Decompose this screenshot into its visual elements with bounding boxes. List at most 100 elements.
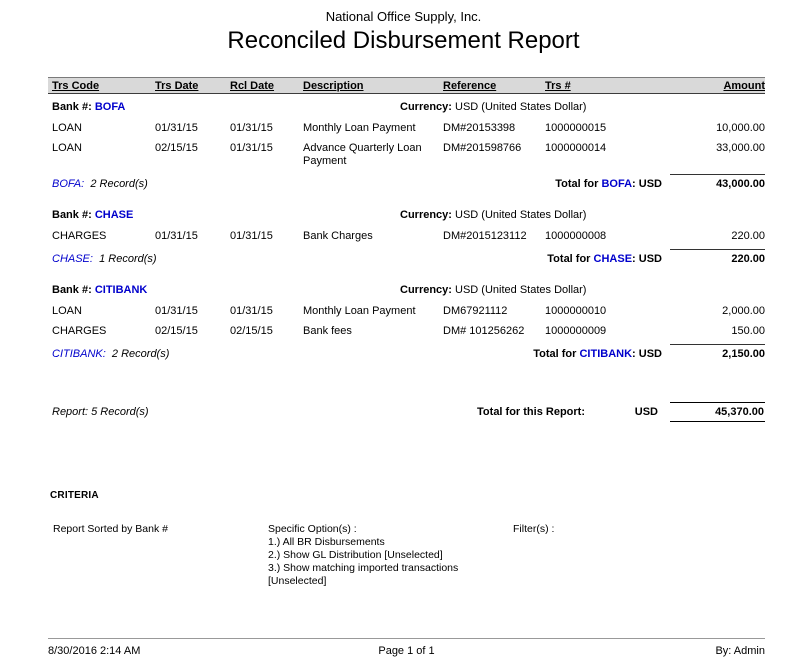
col-header-trs-date: Trs Date [155, 79, 199, 92]
currency-value: USD (United States Dollar) [455, 209, 587, 221]
group-record-text: 2 Record(s) [90, 178, 148, 190]
cell-reference: DM#2015123112 [443, 230, 527, 242]
company-name: National Office Supply, Inc. [325, 9, 482, 24]
cell-amount: 33,000.00 [716, 142, 765, 154]
group-total-label: Total for CITIBANK: USD [169, 348, 670, 360]
criteria-option: 1.) All BR Disbursements [268, 536, 385, 548]
bank-label: Bank #: [52, 101, 92, 113]
group-record-text: 1 Record(s) [99, 253, 157, 265]
group-record-count: CHASE: 1 Record(s) [48, 253, 157, 265]
criteria-options: Specific Option(s) : 1.) All BR Disburse… [268, 523, 513, 588]
total-bank-code: BOFA [601, 178, 633, 190]
group-total-row: BOFA: 2 Record(s) Total for BOFA: USD 43… [48, 174, 765, 190]
total-prefix: Total for [533, 348, 577, 360]
cell-rcl-date: 01/31/15 [230, 122, 273, 134]
col-header-rcl-date: Rcl Date [230, 79, 275, 92]
table-row: LOAN 01/31/15 01/31/15 Monthly Loan Paym… [48, 299, 765, 319]
col-header-trs-num: Trs # [545, 79, 571, 92]
cell-description: Advance Quarterly Loan Payment [303, 142, 422, 167]
cell-trs-date: 02/15/15 [155, 142, 198, 154]
col-header-amount: Amount [723, 79, 765, 92]
criteria-option: 3.) Show matching imported transactions … [268, 562, 459, 587]
bank-group-citibank: Bank #: CITIBANK Currency: USD (United S… [48, 284, 765, 360]
report-record-count: Report: 5 Record(s) [52, 406, 149, 418]
group-record-code: CHASE: [52, 253, 93, 265]
cell-description: Bank fees [303, 325, 352, 337]
page-footer: 8/30/2016 2:14 AM Page 1 of 1 By: Admin [48, 638, 765, 657]
bank-label: Bank #: [52, 284, 92, 296]
currency-label: Currency: [400, 101, 452, 113]
cell-trs-code: LOAN [52, 305, 82, 317]
bank-code: CITIBANK [94, 284, 148, 296]
group-total-amount: 43,000.00 [670, 174, 765, 190]
cell-amount: 2,000.00 [722, 305, 765, 317]
bank-number: Bank #: CITIBANK [48, 284, 147, 296]
col-header-trs-code: Trs Code [52, 79, 100, 92]
group-record-text: 2 Record(s) [111, 348, 170, 360]
criteria-options-label: Specific Option(s) : [268, 523, 357, 535]
bank-group-header: Bank #: CHASE Currency: USD (United Stat… [48, 209, 765, 224]
report-total-label: Total for this Report: [477, 406, 585, 418]
bank-number: Bank #: BOFA [48, 101, 125, 113]
cell-reference: DM67921112 [443, 305, 508, 317]
group-total-amount: 2,150.00 [670, 344, 765, 360]
group-total-row: CHASE: 1 Record(s) Total for CHASE: USD … [48, 249, 765, 265]
table-header-row: Trs Code Trs Date Rcl Date Description R… [48, 77, 765, 94]
table-row: LOAN 01/31/15 01/31/15 Monthly Loan Paym… [48, 116, 765, 136]
cell-trs-num: 1000000015 [545, 122, 607, 134]
cell-amount: 10,000.00 [716, 122, 765, 134]
group-record-code: BOFA: [52, 178, 85, 190]
bank-label: Bank #: [52, 209, 92, 221]
total-prefix: Total for [555, 178, 599, 190]
currency: Currency: USD (United States Dollar) [400, 209, 586, 221]
cell-description: Bank Charges [303, 230, 373, 242]
report-total-currency: USD [634, 406, 658, 418]
criteria-heading: CRITERIA [50, 490, 99, 501]
currency-label: Currency: [400, 284, 452, 296]
cell-trs-num: 1000000009 [545, 325, 607, 337]
currency: Currency: USD (United States Dollar) [400, 101, 586, 113]
total-prefix: Total for [547, 253, 591, 265]
bank-group-bofa: Bank #: BOFA Currency: USD (United State… [48, 101, 765, 190]
currency-value: USD (United States Dollar) [455, 101, 587, 113]
report-body: Trs Code Trs Date Rcl Date Description R… [48, 77, 765, 588]
group-total-label: Total for CHASE: USD [157, 253, 670, 265]
cell-reference: DM# 101256262 [443, 325, 525, 337]
bank-number: Bank #: CHASE [48, 209, 133, 221]
bank-code: BOFA [94, 101, 126, 113]
criteria-filters-label: Filter(s) : [513, 523, 555, 535]
group-total-amount: 220.00 [670, 249, 765, 265]
cell-reference: DM#20153398 [443, 122, 516, 134]
bank-group-chase: Bank #: CHASE Currency: USD (United Stat… [48, 209, 765, 265]
cell-amount: 220.00 [731, 230, 765, 242]
total-suffix: : USD [632, 348, 662, 360]
criteria-sorted-by: Report Sorted by Bank # [53, 523, 168, 535]
total-bank-code: CHASE [593, 253, 633, 265]
col-header-reference: Reference [443, 79, 497, 92]
col-header-description: Description [303, 79, 364, 92]
group-total-row: CITIBANK: 2 Record(s) Total for CITIBANK… [48, 344, 765, 360]
table-row: CHARGES 02/15/15 02/15/15 Bank fees DM# … [48, 319, 765, 339]
footer-printed-by: By: Admin [715, 645, 765, 657]
cell-trs-code: LOAN [52, 122, 82, 134]
report-title: Reconciled Disbursement Report [227, 27, 580, 54]
total-bank-code: CITIBANK [579, 348, 633, 360]
bank-group-header: Bank #: BOFA Currency: USD (United State… [48, 101, 765, 116]
footer-page-number: Page 1 of 1 [378, 645, 435, 657]
cell-rcl-date: 01/31/15 [230, 142, 273, 154]
total-suffix: : USD [632, 253, 662, 265]
cell-trs-code: CHARGES [52, 230, 107, 242]
currency-label: Currency: [400, 209, 452, 221]
report-total-amount: 45,370.00 [670, 402, 765, 422]
cell-trs-date: 01/31/15 [155, 305, 198, 317]
cell-rcl-date: 02/15/15 [230, 325, 273, 337]
footer-datetime: 8/30/2016 2:14 AM [48, 645, 141, 657]
cell-trs-date: 01/31/15 [155, 230, 198, 242]
cell-trs-date: 01/31/15 [155, 122, 198, 134]
cell-amount: 150.00 [731, 325, 765, 337]
cell-trs-code: LOAN [52, 142, 82, 154]
group-record-count: CITIBANK: 2 Record(s) [48, 348, 169, 360]
cell-rcl-date: 01/31/15 [230, 305, 273, 317]
cell-rcl-date: 01/31/15 [230, 230, 273, 242]
